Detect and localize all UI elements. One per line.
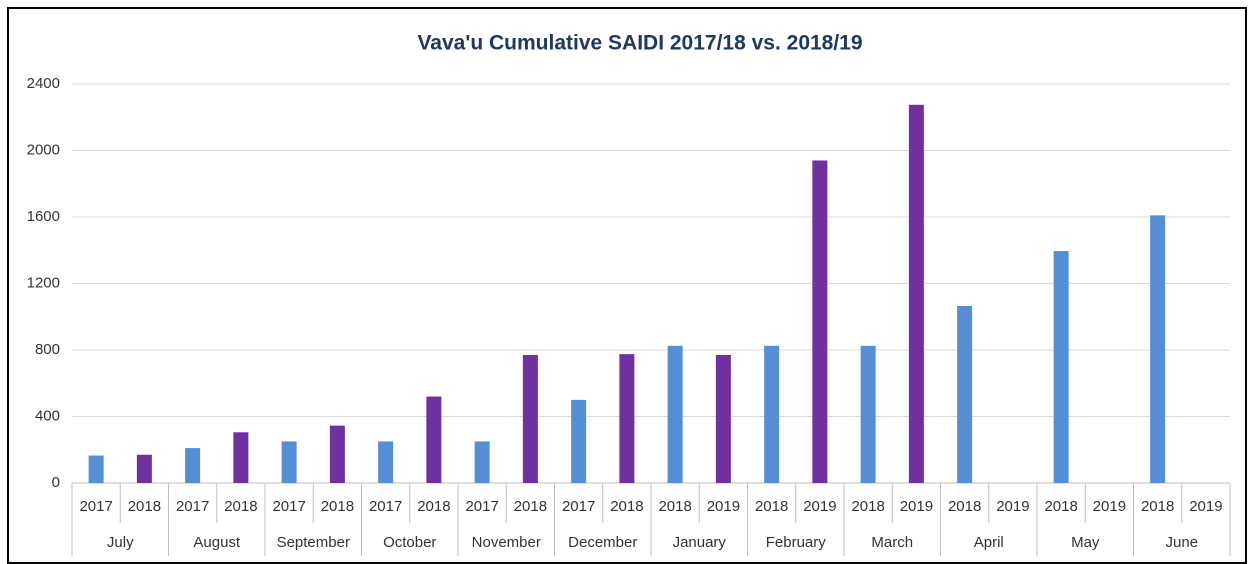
x-tick-label: 2017 [369,498,402,515]
y-tick-label: 0 [52,474,60,491]
x-group-label: July [107,534,134,551]
x-group-label: August [193,534,241,551]
y-tick-label: 1600 [27,208,60,225]
x-group-label: March [871,534,913,551]
bar [619,354,635,483]
x-tick-label: 2019 [1189,498,1222,515]
x-tick-label: 2017 [272,498,305,515]
bar [812,160,828,483]
bar [957,305,973,483]
x-group-label: June [1165,534,1198,551]
bar [329,425,345,483]
y-tick-label: 2000 [27,141,60,158]
x-tick-label: 2018 [1141,498,1174,515]
x-tick-label: 2018 [224,498,257,515]
x-tick-label: 2019 [1093,498,1126,515]
x-tick-label: 2018 [851,498,884,515]
bar [860,345,876,483]
x-tick-label: 2017 [176,498,209,515]
x-tick-label: 2018 [948,498,981,515]
x-tick-label: 2019 [996,498,1029,515]
bar [426,396,442,483]
bar [233,432,249,483]
chart-title: Vava'u Cumulative SAIDI 2017/18 vs. 2018… [417,32,862,55]
x-group-label: January [673,534,727,551]
x-group-label: December [568,534,637,551]
x-tick-label: 2018 [1044,498,1077,515]
y-tick-label: 400 [35,407,60,424]
x-group-label: February [766,534,827,551]
x-tick-label: 2017 [562,498,595,515]
x-tick-label: 2019 [707,498,740,515]
y-tick-label: 800 [35,341,60,358]
bar [1053,251,1069,483]
bar [136,454,152,483]
x-tick-label: 2019 [803,498,836,515]
x-tick-label: 2018 [610,498,643,515]
bar [185,448,201,483]
bar [571,399,587,483]
x-tick-label: 2019 [900,498,933,515]
x-group-label: September [277,534,350,551]
bar [1150,215,1166,483]
x-tick-label: 2018 [658,498,691,515]
bar [908,104,924,483]
bar [281,441,297,483]
x-group-label: May [1071,534,1100,551]
bar [88,455,104,483]
x-group-label: November [472,534,541,551]
x-tick-label: 2017 [465,498,498,515]
y-tick-label: 2400 [27,75,60,92]
x-group-label: October [383,534,436,551]
x-tick-label: 2018 [128,498,161,515]
bar [764,345,780,483]
bar [667,345,683,483]
x-group-label: April [974,534,1004,551]
bar [715,354,731,483]
bar [522,354,538,483]
y-tick-label: 1200 [27,274,60,291]
x-tick-label: 2018 [417,498,450,515]
bar [378,441,394,483]
x-tick-label: 2017 [79,498,112,515]
x-tick-label: 2018 [321,498,354,515]
x-tick-label: 2018 [755,498,788,515]
bar [474,441,490,483]
x-tick-label: 2018 [514,498,547,515]
